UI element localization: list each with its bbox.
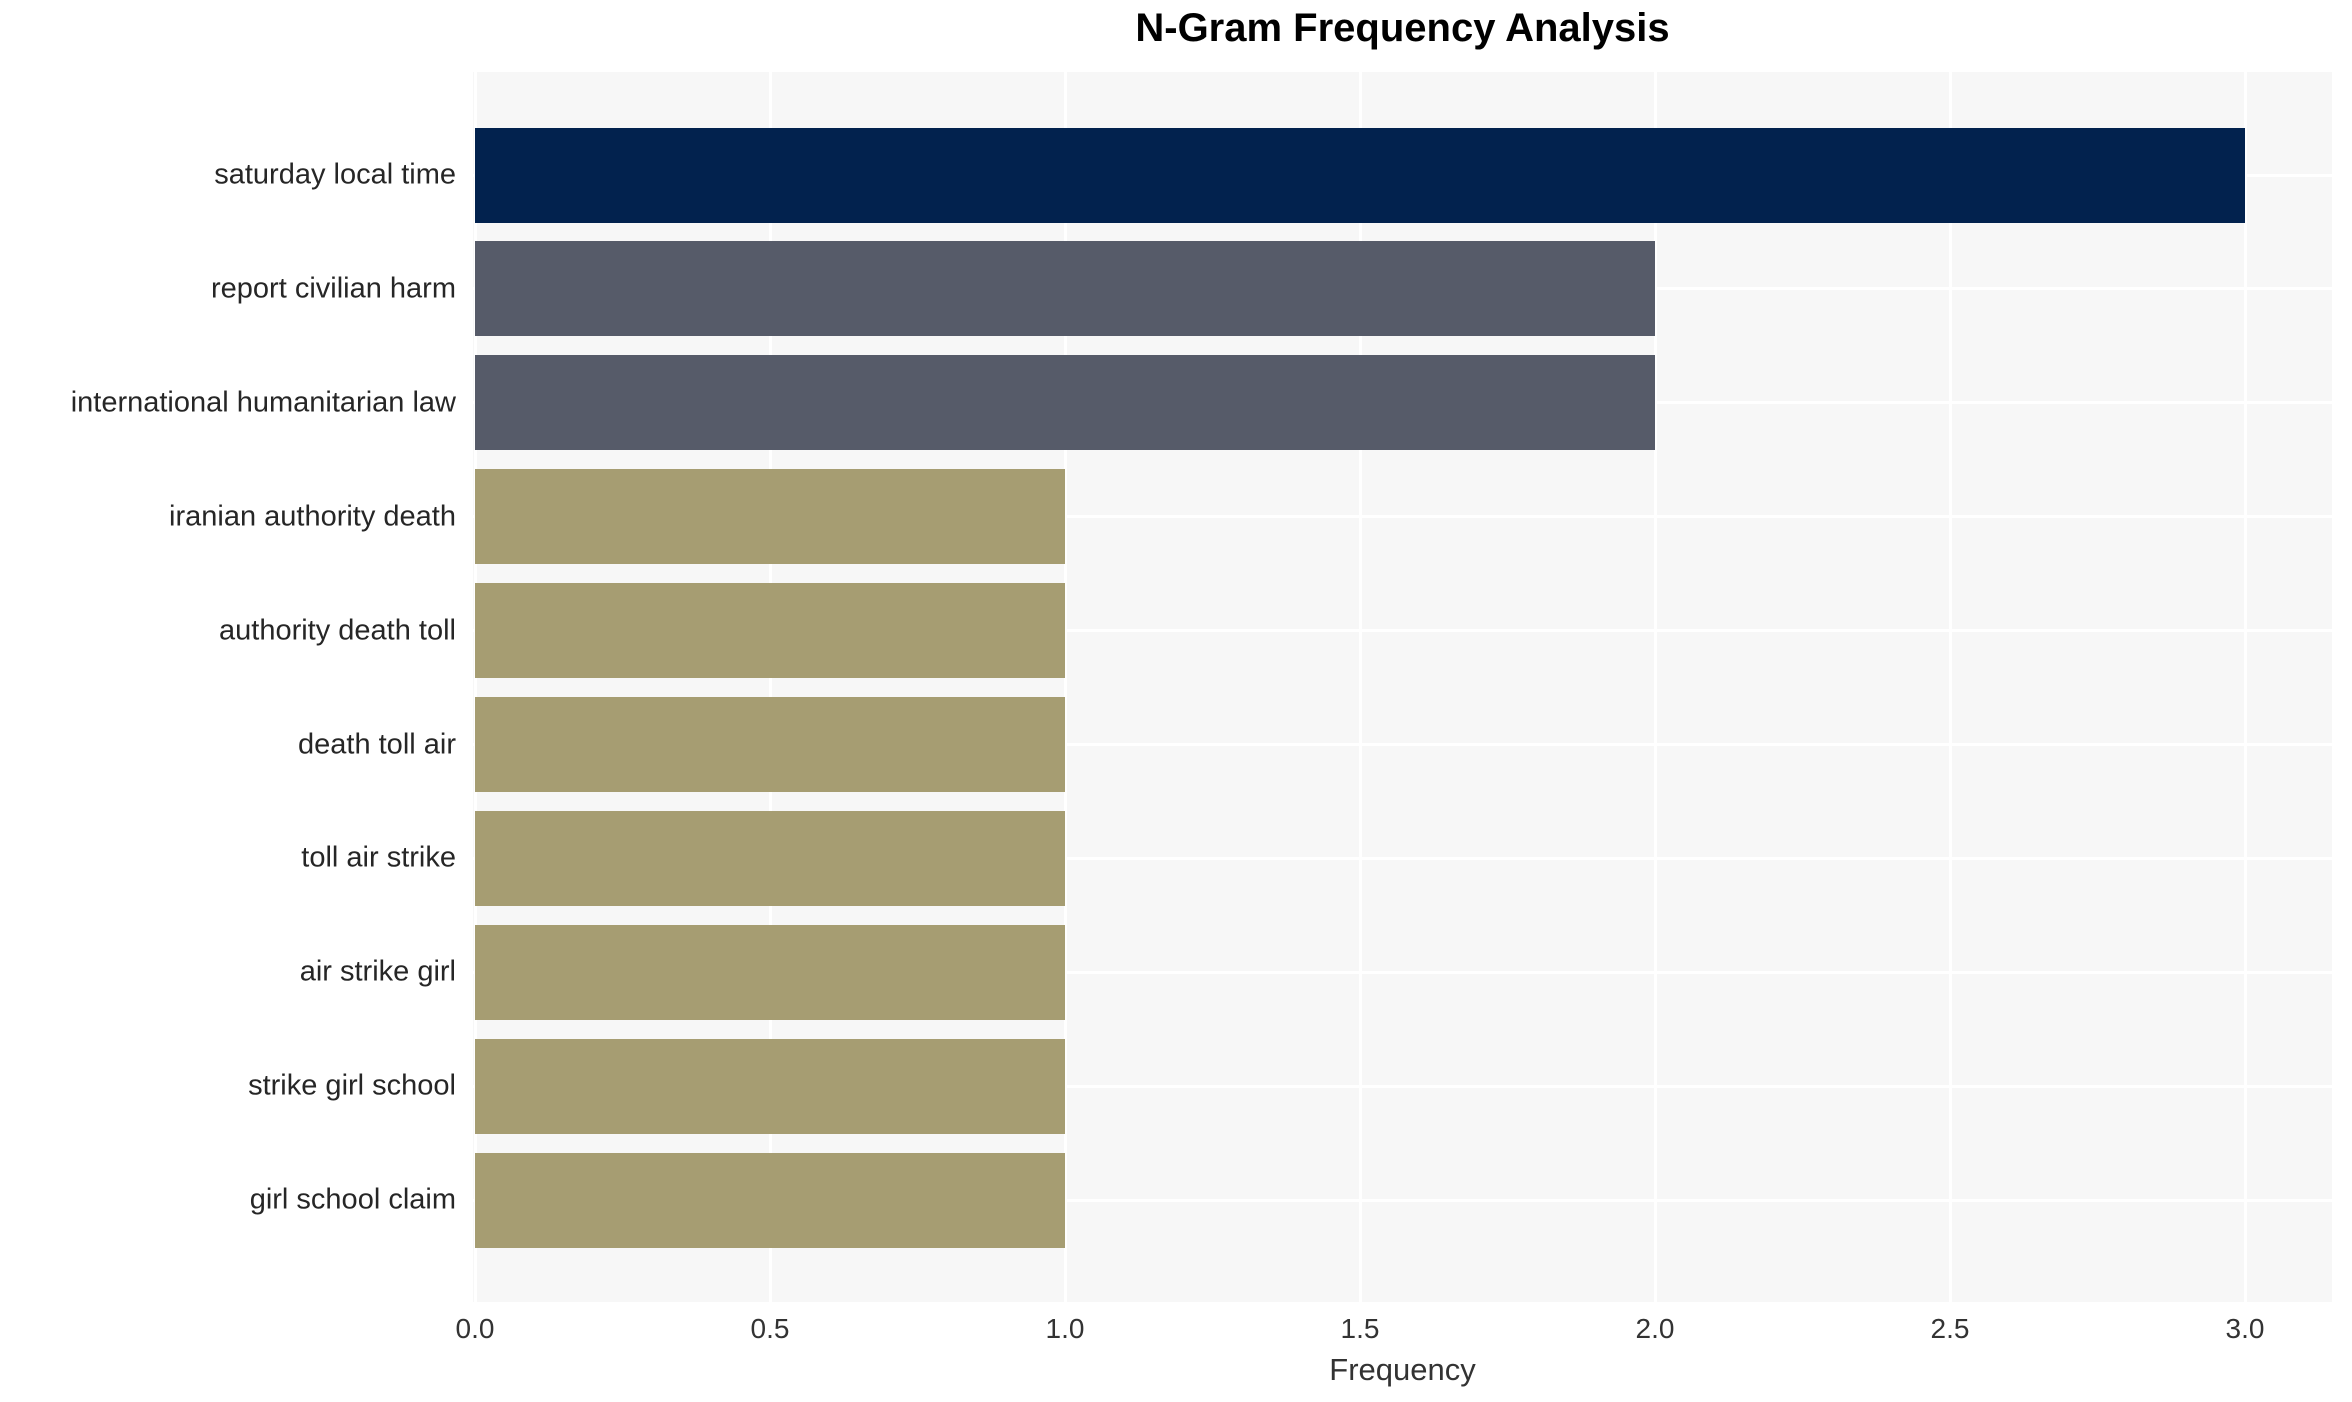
plot-area xyxy=(473,72,2332,1302)
x-gridline xyxy=(1358,72,1362,1302)
x-tick-label: 0.0 xyxy=(455,1313,495,1344)
x-gridline xyxy=(1063,72,1067,1302)
y-gridline xyxy=(473,1198,2332,1202)
y-tick-label: saturday local time xyxy=(214,158,456,191)
chart-title: N-Gram Frequency Analysis xyxy=(1135,6,1670,50)
bar-toll-air-strike xyxy=(475,810,1065,906)
x-axis-title: Frequency xyxy=(1329,1352,1476,1387)
x-tick-label: 3.0 xyxy=(2225,1313,2265,1344)
bar-authority-death-toll xyxy=(475,583,1065,679)
x-gridline xyxy=(473,72,477,1302)
x-tick-label: 0.5 xyxy=(750,1313,790,1344)
bar-iranian-authority-death xyxy=(475,469,1065,565)
bar-international-humanitarian-law xyxy=(475,355,1655,451)
y-tick-label: girl school claim xyxy=(249,1183,456,1216)
x-gridline xyxy=(2243,72,2247,1302)
bar-girl-school-claim xyxy=(475,1152,1065,1248)
x-gridline xyxy=(1653,72,1657,1302)
bar-strike-girl-school xyxy=(475,1038,1065,1134)
x-gridline xyxy=(768,72,772,1302)
bar-air-strike-girl xyxy=(475,924,1065,1020)
y-tick-label: death toll air xyxy=(298,728,456,760)
y-gridline xyxy=(473,515,2332,519)
y-tick-label: toll air strike xyxy=(301,841,456,874)
bar-death-toll-air xyxy=(475,697,1065,792)
y-gridline xyxy=(473,629,2332,633)
y-tick-label: air strike girl xyxy=(299,955,456,988)
y-tick-label: authority death toll xyxy=(219,614,456,647)
y-tick-label: iranian authority death xyxy=(169,500,456,533)
x-gridline xyxy=(1948,72,1952,1302)
y-gridline xyxy=(473,743,2332,746)
x-tick-label: 1.0 xyxy=(1045,1313,1085,1344)
bar-report-civilian-harm xyxy=(475,241,1655,337)
y-tick-label: report civilian harm xyxy=(211,272,456,305)
x-tick-label: 1.5 xyxy=(1340,1313,1380,1344)
y-tick-label: international humanitarian law xyxy=(70,386,456,419)
y-gridline xyxy=(473,856,2332,860)
y-gridline xyxy=(473,1084,2332,1088)
bar-saturday-local-time xyxy=(475,127,2245,223)
y-tick-label: strike girl school xyxy=(248,1069,456,1102)
x-tick-label: 2.0 xyxy=(1635,1313,1675,1344)
x-tick-label: 2.5 xyxy=(1930,1313,1970,1344)
y-gridline xyxy=(473,970,2332,974)
